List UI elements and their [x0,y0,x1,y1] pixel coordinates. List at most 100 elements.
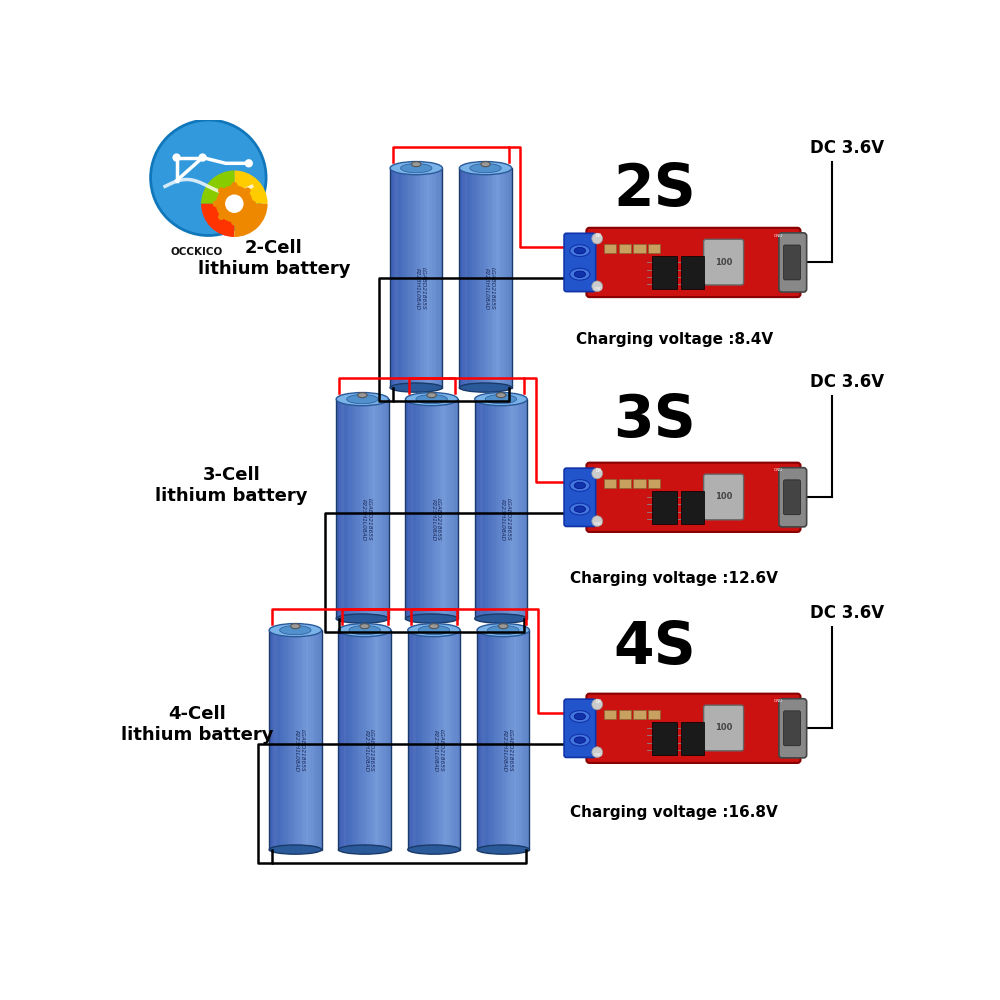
Bar [432,399,434,619]
Bar [480,399,483,619]
Bar [274,630,277,850]
Ellipse shape [784,516,795,527]
Bar [462,168,465,388]
Bar [277,630,280,850]
Bar [493,630,495,850]
Bar [375,399,378,619]
FancyBboxPatch shape [586,694,800,763]
Bar [290,630,293,850]
Ellipse shape [570,711,590,722]
Ellipse shape [173,154,180,161]
Bar [491,168,493,388]
Bar [652,256,677,289]
Bar [442,630,444,850]
Bar [508,630,511,850]
Bar [652,491,677,524]
Bar [604,244,616,253]
Text: LGABD21865S
P223H1L08AD: LGABD21865S P223H1L08AD [361,498,372,541]
Bar [339,399,341,619]
Ellipse shape [592,281,603,292]
Ellipse shape [574,713,586,720]
Wedge shape [234,170,268,204]
Bar [458,630,460,850]
Ellipse shape [475,614,527,623]
Bar [496,168,499,388]
Bar [681,722,704,755]
Ellipse shape [592,699,603,710]
Bar [470,168,472,388]
Bar [347,399,349,619]
Ellipse shape [227,196,242,211]
Bar [427,168,429,388]
Bar [495,630,498,850]
FancyBboxPatch shape [586,228,800,297]
Ellipse shape [574,506,586,512]
Bar [485,630,488,850]
Bar [516,630,519,850]
Ellipse shape [570,734,590,746]
Bar [368,399,370,619]
Bar [395,168,398,388]
Bar [524,630,527,850]
Bar [354,399,357,619]
Bar [477,630,529,850]
Ellipse shape [784,233,795,244]
Bar [455,399,458,619]
Text: 2-Cell
lithium battery: 2-Cell lithium battery [198,239,350,278]
Bar [493,399,496,619]
Bar [346,630,349,850]
Bar [681,256,704,289]
Bar [619,244,631,253]
Bar [619,710,631,719]
Bar [504,399,506,619]
Bar [349,630,352,850]
Bar [648,244,660,253]
Bar [362,399,365,619]
Bar [498,630,501,850]
Bar [444,630,447,850]
Ellipse shape [360,624,369,629]
Bar [362,630,365,850]
Wedge shape [201,170,234,204]
Bar [381,399,383,619]
Bar [398,168,401,388]
Bar [413,630,416,850]
Bar [506,399,509,619]
FancyBboxPatch shape [779,468,807,527]
Bar [423,630,426,850]
Bar [501,399,504,619]
Bar [435,168,437,388]
Ellipse shape [459,383,512,392]
Ellipse shape [416,395,447,404]
Ellipse shape [574,247,586,254]
Bar [272,630,274,850]
Bar [511,630,514,850]
Bar [419,399,421,619]
Ellipse shape [784,747,795,758]
Text: LGABD21865S
P223H1L08AD: LGABD21865S P223H1L08AD [502,729,513,772]
Bar [429,630,431,850]
Text: 100: 100 [715,723,732,732]
FancyBboxPatch shape [564,699,596,757]
Bar [483,399,485,619]
Bar [419,168,421,388]
Bar [511,399,514,619]
Bar [338,630,341,850]
Ellipse shape [405,614,458,623]
Bar [431,630,434,850]
Bar [411,168,414,388]
Bar [478,168,480,388]
Ellipse shape [485,395,517,404]
Bar [421,399,424,619]
Ellipse shape [280,626,311,635]
Ellipse shape [592,747,603,758]
Bar [514,399,517,619]
Bar [357,630,359,850]
Text: LGABD21865S
P223H1L08AD: LGABD21865S P223H1L08AD [294,729,305,772]
Ellipse shape [570,480,590,491]
Text: LGABD21865S
P223H1L08AD: LGABD21865S P223H1L08AD [500,498,511,541]
Ellipse shape [496,393,506,398]
Bar [421,630,423,850]
Bar [434,399,437,619]
Bar [442,399,445,619]
